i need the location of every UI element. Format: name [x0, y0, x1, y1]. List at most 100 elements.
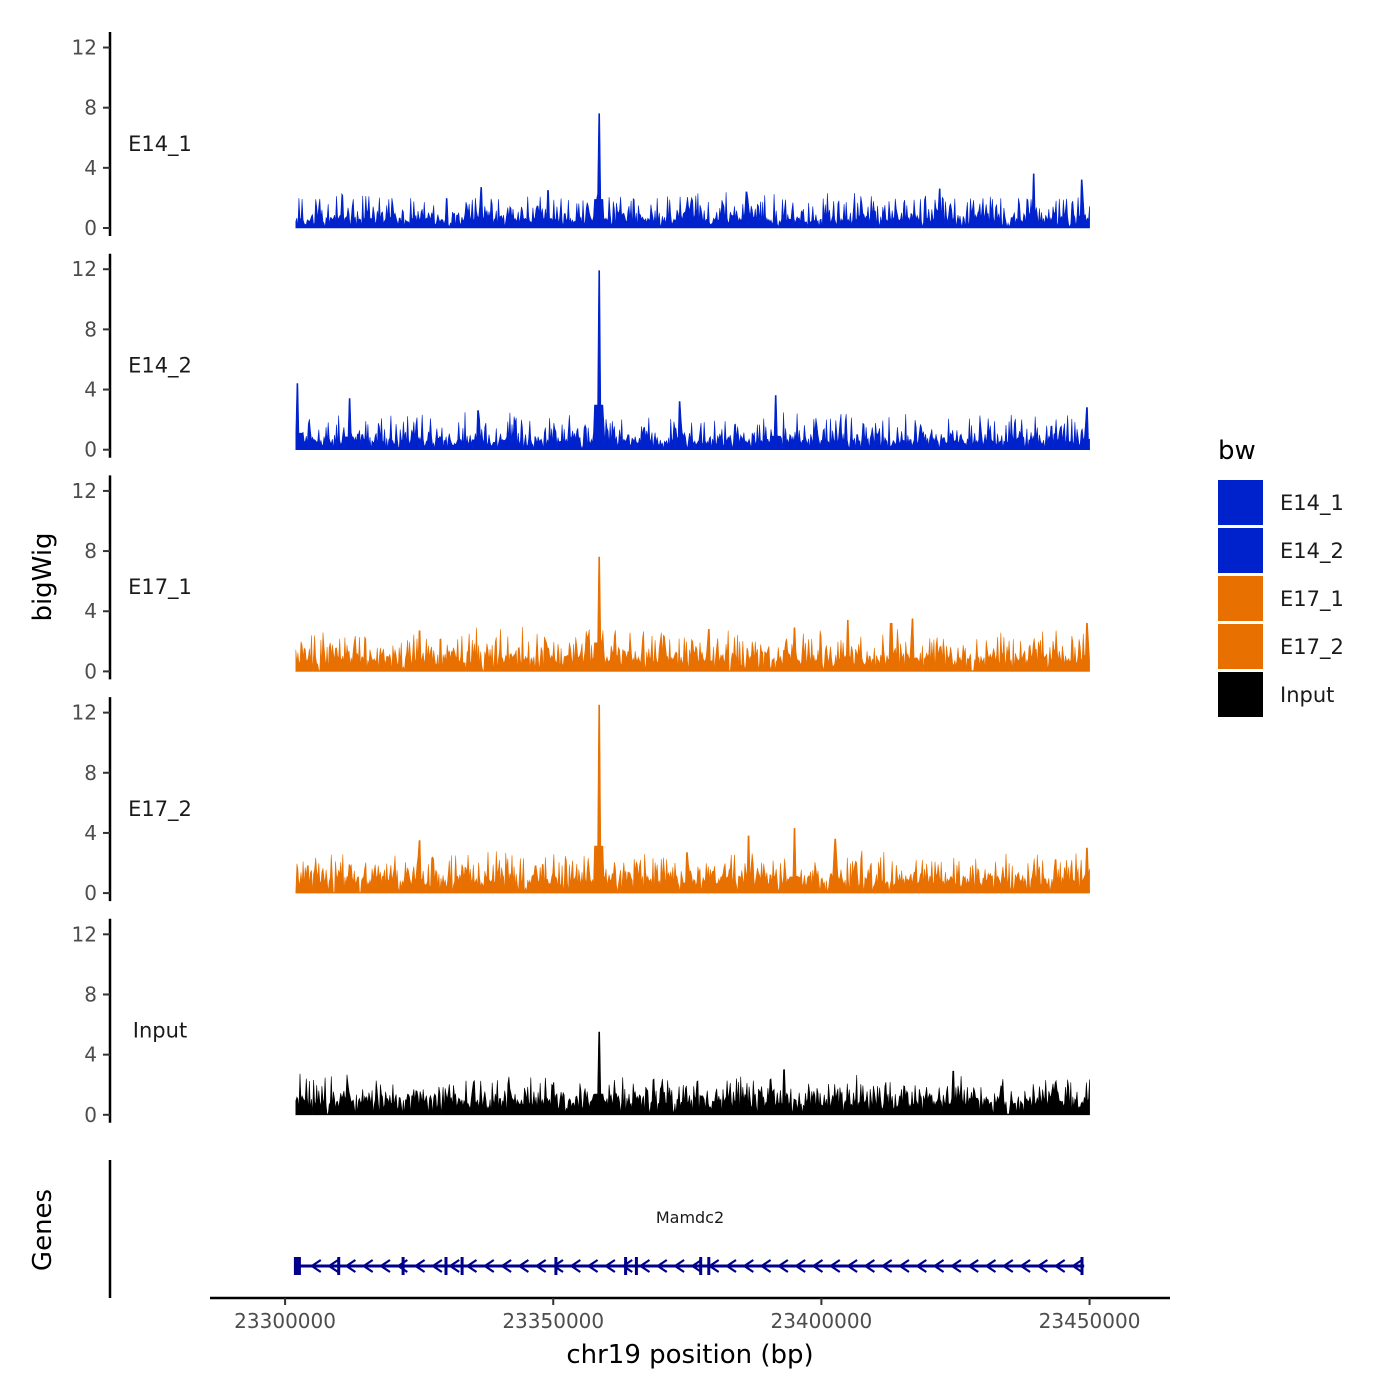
- exon-2: [401, 1257, 405, 1275]
- strand-arrow: [517, 1259, 530, 1273]
- legend: bw E14_1 E14_2 E17_1 E17_2 Input: [1218, 436, 1344, 717]
- legend-label-E17_1: E17_1: [1280, 587, 1344, 612]
- exon-6: [624, 1257, 628, 1275]
- strand-arrow: [915, 1259, 927, 1273]
- strand-arrow: [552, 1259, 564, 1273]
- legend-label-Input: Input: [1280, 683, 1334, 707]
- y-tick-label-Input-0: 0: [84, 1103, 97, 1127]
- legend-key-E14_1: [1218, 480, 1263, 525]
- strand-arrow: [984, 1259, 997, 1273]
- strand-arrow: [327, 1259, 339, 1273]
- strand-arrow: [1071, 1259, 1083, 1273]
- strand-arrow: [1053, 1259, 1066, 1273]
- legend-key-E17_1: [1218, 576, 1263, 621]
- legend-label-E14_2: E14_2: [1280, 539, 1344, 564]
- y-tick-label-E14_1-12: 12: [72, 36, 97, 60]
- track-E17_2: 0 4 8 12 E17_2: [72, 697, 1090, 905]
- track-label-E14_1: E14_1: [128, 132, 192, 157]
- strand-arrow: [776, 1259, 789, 1273]
- strand-arrow: [898, 1259, 910, 1273]
- y-tick-label-E14_1-8: 8: [84, 96, 97, 120]
- signal-area-E14_1: [295, 113, 1090, 229]
- track-label-E14_2: E14_2: [128, 353, 192, 378]
- strand-arrow: [534, 1259, 547, 1273]
- y-tick-label-E17_1-4: 4: [84, 599, 97, 623]
- strand-arrow: [967, 1259, 979, 1273]
- strand-arrow: [569, 1259, 581, 1273]
- strand-arrow: [344, 1259, 357, 1273]
- y-tick-label-E14_2-0: 0: [84, 438, 97, 462]
- strand-arrow: [309, 1259, 322, 1273]
- y-tick-label-E17_1-12: 12: [72, 479, 97, 503]
- x-axis: 23300000 23350000 23400000 23450000: [210, 1296, 1170, 1333]
- genes-axis-title: Genes: [28, 1189, 58, 1271]
- exon-4: [460, 1257, 464, 1275]
- signal-area-E17_1: [295, 556, 1090, 672]
- legend-key-E14_2: [1218, 528, 1263, 573]
- track-label-Input: Input: [133, 1019, 187, 1043]
- strand-arrow: [725, 1259, 737, 1273]
- strand-arrow: [603, 1259, 616, 1273]
- strand-arrow: [1001, 1259, 1014, 1273]
- strand-arrow: [586, 1259, 599, 1273]
- strand-arrow: [361, 1259, 374, 1273]
- gene-panel: Mamdc2: [108, 1160, 1085, 1298]
- strand-arrow: [759, 1259, 772, 1273]
- x-axis-title: chr19 position (bp): [566, 1340, 813, 1370]
- signal-area-E14_2: [295, 270, 1090, 450]
- legend-key-Input: [1218, 672, 1263, 717]
- exon-10: [1080, 1257, 1084, 1275]
- signal-area-Input: [295, 1031, 1090, 1116]
- strand-arrow: [742, 1259, 754, 1273]
- strand-arrow: [1036, 1259, 1049, 1273]
- signal-area-E17_2: [295, 704, 1090, 894]
- strand-arrow: [846, 1259, 858, 1273]
- strand-arrow: [448, 1259, 460, 1273]
- x-tick-label-23400000: 23400000: [770, 1309, 872, 1333]
- strand-arrow: [413, 1259, 426, 1273]
- track-panels: 0 4 8 12 E14_1 0 4 8 12 E14_2 0 4 8 12 E17_1 0 4 8 12 E17_2…: [72, 32, 1090, 1127]
- strand-arrow: [379, 1259, 391, 1273]
- y-tick-label-Input-4: 4: [84, 1043, 97, 1067]
- y-tick-label-E17_2-0: 0: [84, 881, 97, 905]
- strand-arrow: [621, 1259, 633, 1273]
- legend-key-E17_2: [1218, 624, 1263, 669]
- y-tick-label-Input-8: 8: [84, 982, 97, 1006]
- track-E17_1: 0 4 8 12 E17_1: [72, 475, 1090, 683]
- strand-arrow: [482, 1259, 495, 1273]
- strand-arrow: [949, 1259, 962, 1273]
- x-tick-label-23300000: 23300000: [234, 1309, 336, 1333]
- y-tick-label-E17_2-12: 12: [72, 701, 97, 725]
- y-tick-label-E14_2-12: 12: [72, 257, 97, 281]
- exon-5: [554, 1257, 558, 1275]
- legend-title: bw: [1218, 436, 1256, 466]
- x-tick-label-23450000: 23450000: [1039, 1309, 1141, 1333]
- y-tick-label-E14_2-8: 8: [84, 317, 97, 341]
- strand-arrow: [932, 1259, 945, 1273]
- y-tick-label-Input-12: 12: [72, 922, 97, 946]
- exon-7: [634, 1257, 638, 1275]
- y-tick-label-E14_2-4: 4: [84, 378, 97, 402]
- strand-arrow: [828, 1259, 841, 1273]
- y-axis-title: bigWig: [28, 532, 58, 621]
- y-tick-label-E14_1-0: 0: [84, 216, 97, 240]
- strand-arrow: [811, 1259, 824, 1273]
- strand-arrow: [430, 1259, 443, 1273]
- strand-arrow: [690, 1259, 703, 1273]
- y-tick-label-E14_1-4: 4: [84, 156, 97, 180]
- gene-name-label: Mamdc2: [656, 1208, 724, 1227]
- legend-label-E17_2: E17_2: [1280, 635, 1344, 660]
- strand-arrow: [1019, 1259, 1031, 1273]
- y-tick-label-E17_2-8: 8: [84, 761, 97, 785]
- strand-arrow: [500, 1259, 512, 1273]
- y-tick-label-E17_1-0: 0: [84, 659, 97, 683]
- strand-arrow: [673, 1259, 685, 1273]
- track-E14_1: 0 4 8 12 E14_1: [72, 32, 1090, 240]
- strand-arrow: [794, 1259, 806, 1273]
- exon-1: [337, 1257, 341, 1275]
- track-label-E17_2: E17_2: [128, 797, 192, 822]
- exon-3: [444, 1257, 448, 1275]
- track-E14_2: 0 4 8 12 E14_2: [72, 253, 1090, 462]
- exon-9: [707, 1257, 711, 1275]
